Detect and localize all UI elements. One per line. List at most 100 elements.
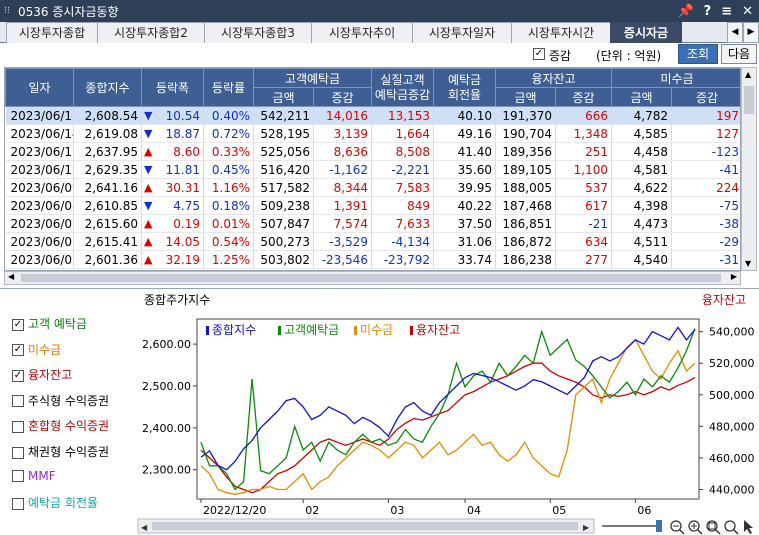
cell-date[interactable]: 2023/06/15 [5, 106, 74, 125]
cell-turnover[interactable]: 39.95 [433, 178, 497, 197]
cell-deposit-amount[interactable]: 503,802 [253, 250, 314, 269]
tab-market-daily[interactable]: 시장투자일자 [412, 22, 512, 43]
cell-index[interactable]: 2,637.95 [73, 142, 142, 161]
grid-vertical-scrollbar[interactable]: ▲ ▼ [741, 67, 757, 271]
cell-index[interactable]: 2,619.08 [73, 124, 142, 143]
col-index[interactable]: 종합지수 [73, 68, 142, 107]
cell-date[interactable]: 2023/06/02 [5, 250, 74, 269]
cell-turnover[interactable]: 33.74 [433, 250, 497, 269]
tab-market-trend[interactable]: 시장투자추이 [311, 22, 413, 43]
cell-deposit-delta[interactable]: 8,344 [313, 178, 373, 197]
tab-stock-funds[interactable]: 증시자금 [610, 22, 682, 43]
cell-turnover[interactable]: 40.22 [433, 196, 497, 215]
close-icon[interactable]: ✕ [742, 3, 753, 19]
cell-margin-amount[interactable]: 190,704 [495, 124, 557, 143]
series-toggle-item[interactable]: MMF [12, 469, 56, 483]
cell-deposit-amount[interactable]: 516,420 [253, 160, 314, 179]
cell-date[interactable]: 2023/06/12 [5, 160, 74, 179]
series-line-receivable[interactable] [200, 338, 696, 495]
scroll-right-icon[interactable]: ▶ [583, 523, 590, 532]
cell-receivable-delta[interactable]: -29 [671, 232, 740, 251]
series-toggle-item[interactable]: 혼합형 수익증권 [12, 417, 109, 434]
cell-real-deposit[interactable]: -4,134 [371, 232, 435, 251]
col-receivable-delta[interactable]: 증감 [671, 87, 740, 107]
cell-margin-amount[interactable]: 188,005 [495, 178, 557, 197]
cell-real-deposit[interactable]: 7,633 [371, 214, 435, 233]
cell-receivable-amount[interactable]: 4,511 [611, 232, 673, 251]
cell-deposit-delta[interactable]: 8,636 [313, 142, 373, 161]
cell-margin-delta[interactable]: -21 [555, 214, 613, 233]
cell-receivable-delta[interactable]: -123 [671, 142, 740, 161]
cell-change[interactable]: ▲ 14.05 [141, 232, 204, 251]
cell-turnover[interactable]: 40.10 [433, 106, 497, 125]
cell-margin-amount[interactable]: 186,851 [495, 214, 557, 233]
tab-market-total-2[interactable]: 시장투자종합2 [97, 22, 205, 43]
series-toggle-item[interactable]: ✓ 미수금 [12, 341, 61, 358]
cell-margin-amount[interactable]: 191,370 [495, 106, 557, 125]
cell-deposit-delta[interactable]: 7,574 [313, 214, 373, 233]
cell-receivable-amount[interactable]: 4,473 [611, 214, 673, 233]
fund-trend-chart[interactable]: 종합주가지수 융자잔고2,600.002,500.002,400.002,300.… [136, 289, 759, 535]
series-line-index[interactable] [200, 326, 696, 471]
cell-receivable-delta[interactable]: 197 [671, 106, 740, 125]
cell-receivable-amount[interactable]: 4,581 [611, 160, 673, 179]
table-row[interactable]: 2023/06/02 2,601.36 ▲ 32.19 1.25% 503,802 -23,… [5, 250, 740, 269]
cell-margin-amount[interactable]: 189,105 [495, 160, 557, 179]
cell-deposit-delta[interactable]: -23,546 [313, 250, 373, 269]
cell-margin-amount[interactable]: 187,468 [495, 196, 557, 215]
table-row[interactable]: 2023/06/07 2,615.60 ▲ 0.19 0.01% 507,847 7,574… [5, 214, 740, 233]
cell-deposit-amount[interactable]: 517,582 [253, 178, 314, 197]
cell-margin-delta[interactable]: 1,100 [555, 160, 613, 179]
zoom-reset-icon[interactable] [706, 520, 721, 535]
cell-margin-amount[interactable]: 189,356 [495, 142, 557, 161]
series-toggle-item[interactable]: 예탁금 회전율 [12, 494, 98, 511]
grip-icon[interactable]: ⁝⁝ [4, 6, 10, 16]
cell-date[interactable]: 2023/06/13 [5, 142, 74, 161]
col-deposit[interactable]: 고객예탁금 [252, 68, 373, 88]
cell-deposit-amount[interactable]: 525,056 [253, 142, 314, 161]
cell-deposit-amount[interactable]: 542,211 [253, 106, 314, 125]
cell-change[interactable]: ▼ 18.87 [141, 124, 204, 143]
cell-real-deposit[interactable]: 1,664 [371, 124, 435, 143]
cell-index[interactable]: 2,615.60 [73, 214, 142, 233]
cell-margin-delta[interactable]: 251 [555, 142, 613, 161]
cell-change[interactable]: ▼ 10.54 [141, 106, 204, 125]
cell-index[interactable]: 2,641.16 [73, 178, 142, 197]
cell-date[interactable]: 2023/06/09 [5, 178, 74, 197]
col-rate[interactable]: 등락률 [203, 68, 254, 107]
series-toggle-checkbox[interactable]: ✓ [12, 369, 24, 382]
cell-receivable-delta[interactable]: -38 [671, 214, 740, 233]
series-toggle-checkbox[interactable]: ✓ [12, 344, 24, 357]
cell-turnover[interactable]: 35.60 [433, 160, 497, 179]
cell-receivable-delta[interactable]: -31 [671, 250, 740, 269]
help-icon[interactable]: ? [703, 3, 712, 19]
cell-receivable-delta[interactable]: -75 [671, 196, 740, 215]
cell-receivable-amount[interactable]: 4,458 [611, 142, 673, 161]
pointer-icon[interactable] [744, 520, 753, 534]
tab-next-icon[interactable]: ▶ [743, 22, 759, 43]
cell-margin-delta[interactable]: 617 [555, 196, 613, 215]
query-button[interactable]: 조회 [678, 44, 718, 64]
table-row[interactable]: 2023/06/12 2,629.35 ▼ 11.81 0.45% 516,420 -1,1… [5, 160, 740, 179]
cell-receivable-amount[interactable]: 4,782 [611, 106, 673, 125]
cell-rate[interactable]: 0.72% [203, 124, 254, 143]
change-checkbox[interactable]: ✓ [533, 48, 545, 60]
cell-turnover[interactable]: 49.16 [433, 124, 497, 143]
cell-deposit-delta[interactable]: -3,529 [313, 232, 373, 251]
cell-deposit-amount[interactable]: 500,273 [253, 232, 314, 251]
series-toggle-checkbox[interactable] [12, 420, 24, 433]
cell-margin-delta[interactable]: 1,348 [555, 124, 613, 143]
table-row[interactable]: 2023/06/09 2,641.16 ▲ 30.31 1.16% 517,582 8,34… [5, 178, 740, 197]
col-real-deposit[interactable]: 실질고객 예탁금증감 [371, 68, 435, 107]
cell-change[interactable]: ▲ 32.19 [141, 250, 204, 269]
cell-rate[interactable]: 1.25% [203, 250, 254, 269]
cell-real-deposit[interactable]: -2,221 [371, 160, 435, 179]
col-margin[interactable]: 융자잔고 [495, 68, 613, 88]
cell-real-deposit[interactable]: 7,583 [371, 178, 435, 197]
cell-deposit-delta[interactable]: 1,391 [313, 196, 373, 215]
col-date[interactable]: 일자 [5, 68, 74, 107]
cell-receivable-delta[interactable]: -41 [671, 160, 740, 179]
cell-date[interactable]: 2023/06/08 [5, 196, 74, 215]
cell-index[interactable]: 2,629.35 [73, 160, 142, 179]
zoom-in-icon[interactable] [670, 520, 685, 535]
